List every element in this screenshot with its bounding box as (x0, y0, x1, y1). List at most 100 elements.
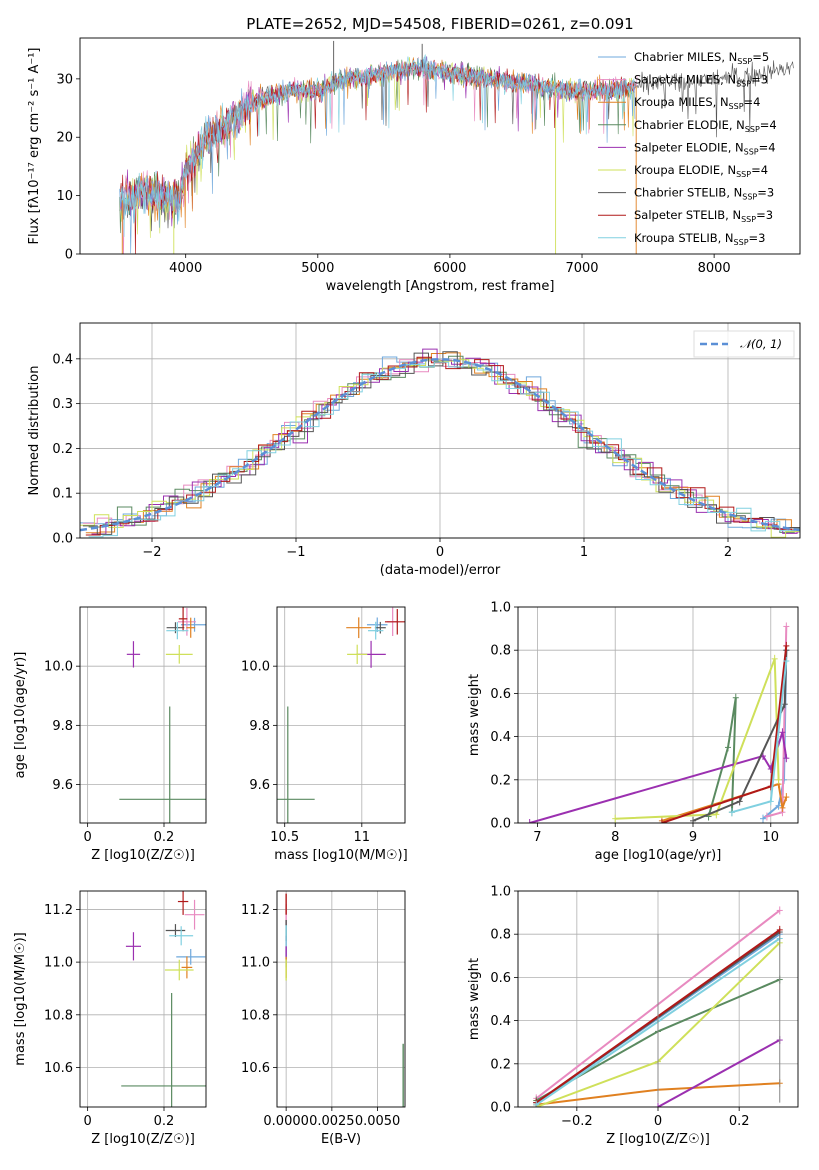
x-axis-label: Z [log10(Z/Z☉)] (91, 848, 195, 863)
legend-box (693, 330, 795, 358)
x-tick-label: 0.2 (154, 830, 175, 845)
y-tick-label: 10.0 (44, 660, 73, 675)
axes-frame (79, 606, 207, 824)
x-tick-label: 4000 (169, 261, 202, 276)
axes-frame (79, 890, 207, 1108)
x-axis-label: Z [log10(Z/Z☉)] (91, 1132, 195, 1147)
y-tick-label: 0.8 (490, 644, 511, 659)
legend-label: Salpeter STELIB, NSSP=3 (634, 208, 773, 224)
y-axis-label: Normed distribution (27, 366, 42, 496)
y-tick-label: 20 (56, 131, 73, 146)
histogram-series (82, 359, 800, 533)
panel-8: −0.2 0 0.2 0.0 0.2 0.4 0.6 0.8 1.0 Z [log10(Z/Z☉)… (467, 885, 799, 1147)
x-tick-label: −2 (142, 545, 161, 560)
y-tick-label: 0.4 (490, 1014, 511, 1029)
x-tick-label: 2 (724, 545, 732, 560)
y-axis-label: mass weight (467, 674, 482, 756)
y-tick-label: 11.0 (241, 956, 270, 971)
axes-frame (276, 606, 406, 824)
x-tick-label: 0.0050 (355, 1114, 401, 1129)
y-tick-label: 0.4 (52, 352, 73, 367)
x-tick-label: 0 (436, 545, 444, 560)
plot-area (119, 607, 206, 823)
y-tick-label: 0.0 (490, 817, 511, 832)
panel-3: 0 0.2 9.6 9.8 10.0 Z [log10(Z/Z☉)] age [log10(… (13, 606, 207, 863)
y-tick-label: 10.6 (44, 1061, 73, 1076)
legend-label: Chabrier MILES, NSSP=5 (634, 50, 769, 66)
y-tick-label: 10.6 (241, 1061, 270, 1076)
x-tick-label: 1 (580, 545, 588, 560)
legend-label: Kroupa ELODIE, NSSP=4 (634, 163, 768, 179)
y-tick-label: 11.2 (44, 903, 73, 918)
legend-label: Kroupa MILES, NSSP=4 (634, 95, 760, 111)
panel-6: 0 0.2 10.6 10.8 11.0 11.2 Z [log10(Z/Z☉)] mass … (13, 890, 207, 1147)
x-tick-label: 6000 (433, 261, 466, 276)
x-tick-label: 0.0025 (309, 1114, 355, 1129)
gaussian-curve (80, 358, 800, 532)
x-axis-label: Z [log10(Z/Z☉)] (606, 1132, 710, 1147)
figure-title: PLATE=2652, MJD=54508, FIBERID=0261, z=0… (246, 15, 633, 33)
y-tick-label: 0.2 (490, 773, 511, 788)
y-tick-label: 0.0 (490, 1101, 511, 1116)
y-axis-label: age [log10(age/yr)] (13, 652, 28, 779)
histogram-series (82, 351, 800, 535)
panel-1: 4000 5000 6000 7000 8000 0 10 20 30 wavelength [A… (27, 37, 801, 294)
axes-frame (79, 322, 801, 539)
x-tick-label: 7000 (565, 261, 598, 276)
plot-area (80, 348, 800, 538)
axes-frame (79, 37, 801, 255)
plot-area (119, 40, 794, 254)
histogram-series (80, 359, 800, 538)
weight-line (615, 658, 780, 820)
x-axis-label: E(B-V) (321, 1132, 361, 1147)
y-tick-label: 0.8 (490, 928, 511, 943)
legend: Chabrier MILES, NSSP=5 Salpeter MILES, NS… (598, 50, 777, 247)
y-tick-label: 0.0 (52, 532, 73, 547)
x-tick-label: 8000 (698, 261, 731, 276)
x-axis-label: (data-model)/error (380, 563, 501, 578)
x-tick-label: 10.5 (270, 830, 299, 845)
x-tick-label: 0.2 (729, 1114, 750, 1129)
plot-area (285, 893, 404, 1107)
y-tick-label: 0.2 (52, 442, 73, 457)
x-tick-label: 7 (533, 830, 541, 845)
axes-frame (276, 890, 406, 1108)
panel-7: 0.0000 0.0025 0.0050 10.6 10.8 11.0 11.2 E(B-V) (241, 890, 406, 1147)
x-axis-label: mass [log10(M/M☉)] (274, 848, 407, 863)
y-tick-label: 0.3 (52, 397, 73, 412)
y-tick-label: 0.6 (490, 687, 511, 702)
y-tick-label: 1.0 (490, 885, 511, 900)
x-tick-label: 0 (83, 1114, 91, 1129)
x-tick-label: 0 (83, 830, 91, 845)
x-tick-label: 0 (654, 1114, 662, 1129)
x-tick-label: 10 (763, 830, 780, 845)
plot-area (526, 622, 790, 823)
y-tick-label: 9.8 (249, 719, 270, 734)
y-tick-label: 0.1 (52, 487, 73, 502)
legend-label: Kroupa STELIB, NSSP=3 (634, 231, 765, 247)
axes-frame (517, 606, 799, 824)
y-tick-label: 10 (56, 189, 73, 204)
panel-4: 10.5 11 9.6 9.8 10.0 mass [log10(M/M☉)] (241, 606, 408, 863)
spectrum-line (120, 54, 635, 237)
x-axis-label: wavelength [Angstrom, rest frame] (326, 279, 555, 294)
legend-label: Salpeter MILES, NSSP=3 (634, 73, 768, 89)
x-tick-label: 0.0000 (263, 1114, 309, 1129)
y-tick-label: 9.6 (249, 778, 270, 793)
x-tick-label: −1 (286, 545, 305, 560)
x-tick-label: 5000 (301, 261, 334, 276)
legend-label: Chabrier STELIB, NSSP=3 (634, 186, 774, 202)
plot-area (277, 607, 405, 823)
y-axis-label: Flux [fλ10⁻¹⁷ erg cm⁻² s⁻¹ A⁻¹] (27, 48, 42, 245)
plot-area (121, 891, 206, 1107)
histogram-series (88, 361, 800, 538)
histogram-series (85, 352, 800, 534)
histogram-series (88, 355, 800, 533)
y-tick-label: 1.0 (490, 601, 511, 616)
panel-2: −2 −1 0 1 2 0.0 0.1 0.2 0.3 0.4 (data-model)/error… (27, 322, 801, 578)
x-tick-label: 0.2 (154, 1114, 175, 1129)
x-tick-label: 9 (689, 830, 697, 845)
x-axis-label: age [log10(age/yr)] (595, 848, 722, 863)
spectrum-line (119, 57, 636, 254)
